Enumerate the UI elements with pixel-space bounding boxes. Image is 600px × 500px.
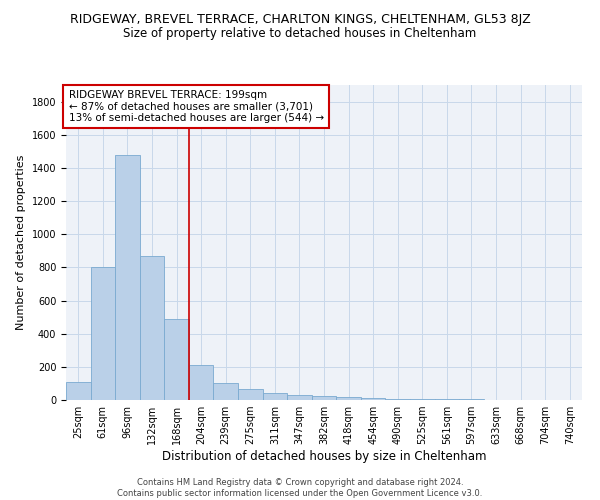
Bar xyxy=(214,382,238,400)
Bar xyxy=(361,398,385,400)
Bar xyxy=(287,395,312,400)
Text: Size of property relative to detached houses in Cheltenham: Size of property relative to detached ho… xyxy=(124,28,476,40)
Bar xyxy=(91,268,115,400)
Bar xyxy=(140,256,164,400)
Bar xyxy=(336,396,361,400)
Bar xyxy=(263,393,287,400)
Bar xyxy=(385,399,410,400)
Bar xyxy=(434,399,459,400)
Text: RIDGEWAY, BREVEL TERRACE, CHARLTON KINGS, CHELTENHAM, GL53 8JZ: RIDGEWAY, BREVEL TERRACE, CHARLTON KINGS… xyxy=(70,12,530,26)
Text: Contains HM Land Registry data © Crown copyright and database right 2024.
Contai: Contains HM Land Registry data © Crown c… xyxy=(118,478,482,498)
X-axis label: Distribution of detached houses by size in Cheltenham: Distribution of detached houses by size … xyxy=(162,450,486,463)
Bar xyxy=(410,399,434,400)
Bar xyxy=(164,319,189,400)
Bar xyxy=(189,365,214,400)
Y-axis label: Number of detached properties: Number of detached properties xyxy=(16,155,26,330)
Bar xyxy=(312,396,336,400)
Bar xyxy=(66,382,91,400)
Bar xyxy=(238,389,263,400)
Bar xyxy=(115,154,140,400)
Text: RIDGEWAY BREVEL TERRACE: 199sqm
← 87% of detached houses are smaller (3,701)
13%: RIDGEWAY BREVEL TERRACE: 199sqm ← 87% of… xyxy=(68,90,324,123)
